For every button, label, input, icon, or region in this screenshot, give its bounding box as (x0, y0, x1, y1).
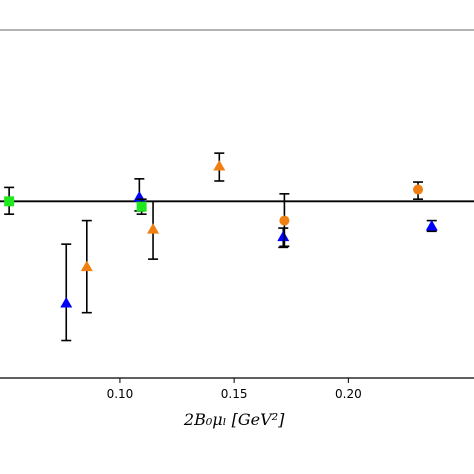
circle-marker (413, 184, 424, 195)
x-tick-label: 0.15 (221, 387, 248, 401)
triangle-marker (147, 223, 160, 234)
x-tick-label: 0.20 (335, 387, 362, 401)
data-point (4, 186, 15, 215)
data-point (213, 152, 226, 182)
x-axis-label: 2B₀μₗ [GeV²] (183, 410, 285, 429)
data-point (147, 200, 160, 260)
triangle-marker (60, 297, 73, 308)
circle-marker (279, 215, 290, 226)
data-point (136, 198, 147, 215)
x-axis-ticks: 0.10 0.15 0.20 (107, 378, 362, 401)
x-tick-label: 0.10 (107, 387, 134, 401)
data-points (4, 152, 438, 342)
data-point (60, 243, 73, 342)
data-point (279, 193, 290, 248)
square-marker (136, 201, 147, 212)
triangle-marker (425, 219, 438, 231)
data-point (277, 227, 290, 249)
plot-frame (0, 29, 474, 379)
triangle-marker (277, 230, 290, 242)
triangle-marker (80, 260, 93, 272)
data-point (425, 219, 438, 233)
square-marker (4, 196, 15, 207)
data-point (80, 219, 93, 314)
data-point (413, 181, 424, 200)
triangle-marker (213, 159, 226, 171)
